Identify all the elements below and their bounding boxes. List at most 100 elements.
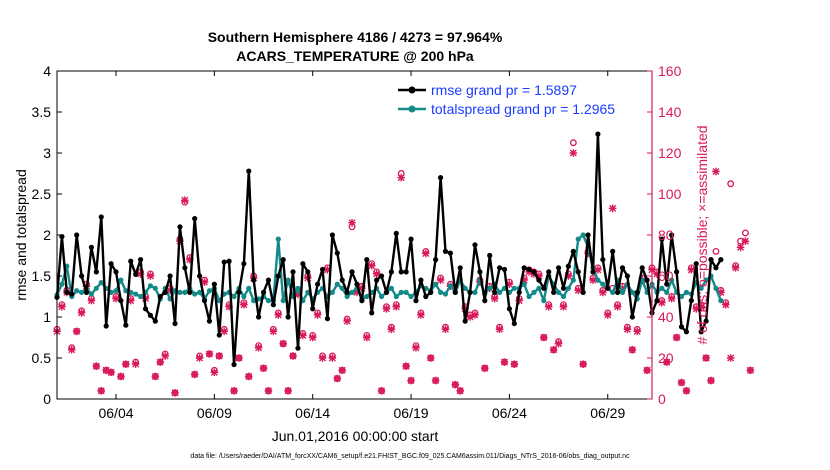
rmse-point [374, 277, 380, 283]
rmse-point [555, 265, 562, 271]
rmse-point [369, 310, 375, 316]
totalspread-point [364, 293, 370, 300]
totalspread-point [408, 293, 414, 300]
totalspread-point [118, 277, 124, 283]
obs-assimilated-marker [146, 272, 155, 280]
y-axis-right: 0 20 40 60 80 100 120 140 160 [647, 63, 682, 407]
totalspread-point [241, 293, 247, 300]
obs-assimilated-marker [131, 360, 140, 368]
obs-assimilated-marker [126, 296, 135, 305]
rmse-point [211, 281, 217, 287]
obs-assimilated-marker [171, 389, 179, 397]
obs-assimilated-marker [569, 149, 578, 157]
totalspread-point [398, 289, 404, 295]
obs-assimilated-marker [77, 309, 86, 317]
rmse-point [619, 265, 626, 271]
obs-assimilated-marker [431, 376, 440, 385]
rmse-point [408, 236, 414, 242]
totalspread-point [147, 283, 154, 289]
y-left-tick-label: 1.5 [32, 268, 52, 284]
obs-assimilated-marker [520, 276, 528, 284]
totalspread-point [683, 289, 690, 295]
rmse-point [595, 131, 601, 137]
rmse-point [133, 271, 139, 277]
rmse-point [108, 261, 114, 267]
totalspread-point [472, 289, 478, 295]
obs-assimilated-marker [328, 354, 337, 362]
obs-assimilated-marker [731, 264, 740, 272]
rmse-point [305, 269, 311, 275]
obs-assimilated-marker [112, 294, 120, 303]
rmse-point [226, 258, 232, 264]
totalspread-point [192, 291, 198, 297]
rmse-point [74, 232, 80, 238]
obs-assimilated-marker [417, 311, 425, 319]
totalspread-point [664, 289, 670, 295]
rmse-point [496, 265, 503, 271]
rmse-point [118, 298, 124, 304]
obs-assimilated-marker [161, 352, 169, 360]
rmse-point [457, 265, 463, 271]
rmse-point [162, 289, 168, 295]
totalspread-point [555, 289, 562, 295]
obs-assimilated-marker [628, 346, 637, 354]
totalspread-point [98, 279, 104, 286]
obs-assimilated-marker [687, 266, 696, 274]
rmse-point [339, 277, 345, 283]
rmse-point [152, 318, 158, 324]
totalspread-point [344, 293, 350, 300]
obs-assimilated-marker [397, 173, 406, 182]
rmse-point [678, 324, 685, 330]
rmse-point [216, 332, 222, 338]
rmse-point [69, 291, 75, 297]
obs-assimilated-marker [584, 249, 592, 258]
rmse-point [551, 289, 557, 295]
totalspread-point [93, 285, 99, 291]
totalspread-point [177, 289, 183, 295]
obs-assimilated-marker [72, 327, 81, 336]
rmse-point [251, 277, 257, 283]
rmse-point [669, 232, 675, 238]
totalspread-point [339, 285, 345, 291]
y-right-tick-label: 40 [658, 309, 674, 325]
rmse-point [664, 281, 670, 287]
obs-assimilated-marker [667, 294, 676, 303]
obs-assimilated-marker [348, 218, 356, 227]
rmse-point [570, 248, 576, 254]
obs-assimilated-marker [195, 354, 204, 362]
rmse-point [718, 257, 724, 263]
obs-assimilated-marker [677, 378, 686, 387]
obs-assimilated-marker [358, 284, 366, 293]
rmse-point [290, 269, 296, 275]
totalspread-point [698, 285, 704, 291]
rmse-point [324, 316, 331, 322]
rmse-point [713, 265, 719, 271]
rmse-point [246, 168, 252, 174]
obs-assimilated-marker [618, 284, 627, 293]
rmse-point [275, 273, 281, 279]
obs-assimilated-marker [333, 374, 342, 383]
obs-assimilated-marker [721, 300, 730, 309]
obs-assimilated-marker [240, 300, 248, 309]
rmse-point [295, 345, 301, 351]
rmse-point [378, 273, 385, 279]
totalspread-point [334, 281, 340, 287]
rmse-point [157, 293, 163, 300]
totalspread-point [59, 281, 65, 287]
rmse-point [383, 289, 390, 295]
rmse-point [285, 314, 291, 320]
obs-assimilated-marker [515, 296, 524, 305]
rmse-point [590, 269, 596, 275]
rmse-point [482, 298, 488, 304]
totalspread-point [560, 293, 567, 300]
obs-assimilated-marker [136, 270, 145, 278]
totalspread-point [251, 298, 257, 304]
totalspread-point [152, 285, 158, 291]
rmse-point [413, 298, 419, 304]
obs-assimilated-marker [107, 368, 115, 377]
rmse-point [241, 261, 247, 267]
footnote: data file: /Users/raeder/DAI/ATM_forcXX/… [190, 453, 630, 460]
series-lines-layer [54, 131, 724, 368]
rmse-point [423, 293, 429, 300]
obs-assimilated-marker [505, 280, 514, 288]
